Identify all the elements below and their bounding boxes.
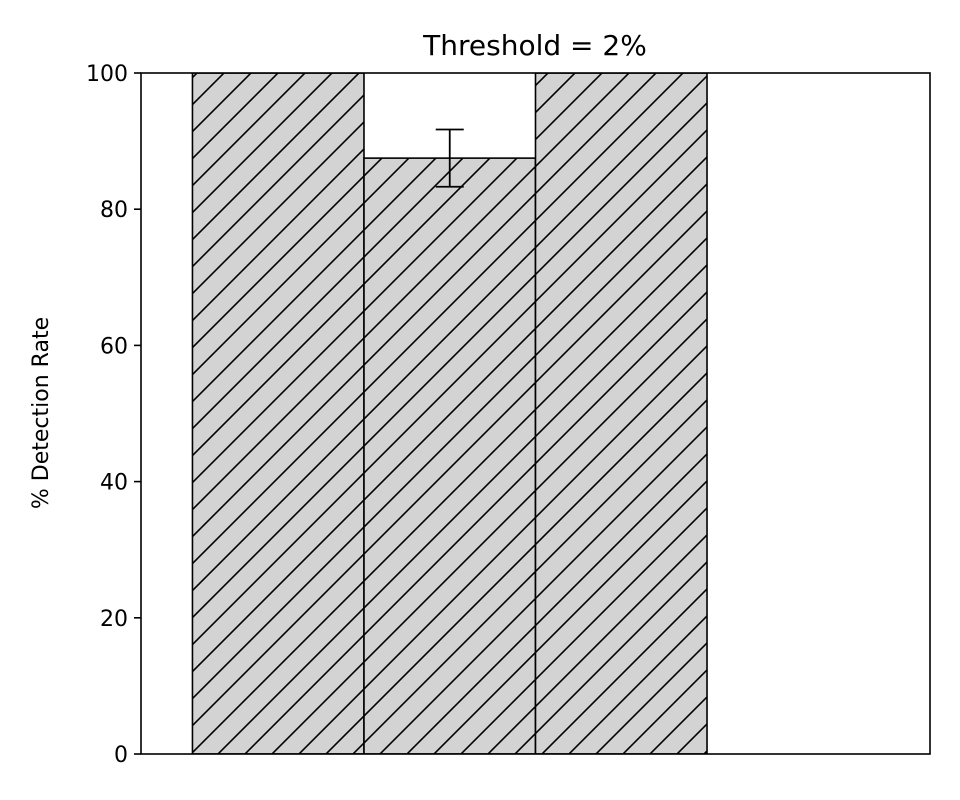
- plot-frame: [140, 72, 931, 755]
- bar-2: [363, 157, 537, 754]
- y-tick-label-40: 40: [100, 471, 128, 496]
- y-tick-label-60: 60: [100, 334, 128, 359]
- y-axis-ticks: 0 20 40 60 80 100: [86, 62, 141, 768]
- error-bar-2: [435, 128, 464, 188]
- bars-group: [191, 73, 708, 754]
- y-axis-label: % Detection Rate: [29, 317, 54, 509]
- y-tick-label-0: 0: [114, 743, 128, 768]
- y-tick-label-100: 100: [86, 62, 128, 87]
- y-tick-label-80: 80: [100, 198, 128, 223]
- bar-1: [191, 73, 365, 754]
- chart-title: Threshold = 2%: [422, 29, 647, 62]
- y-tick-label-20: 20: [100, 607, 128, 632]
- error-bars-group: [435, 128, 464, 188]
- bar-3: [534, 73, 708, 754]
